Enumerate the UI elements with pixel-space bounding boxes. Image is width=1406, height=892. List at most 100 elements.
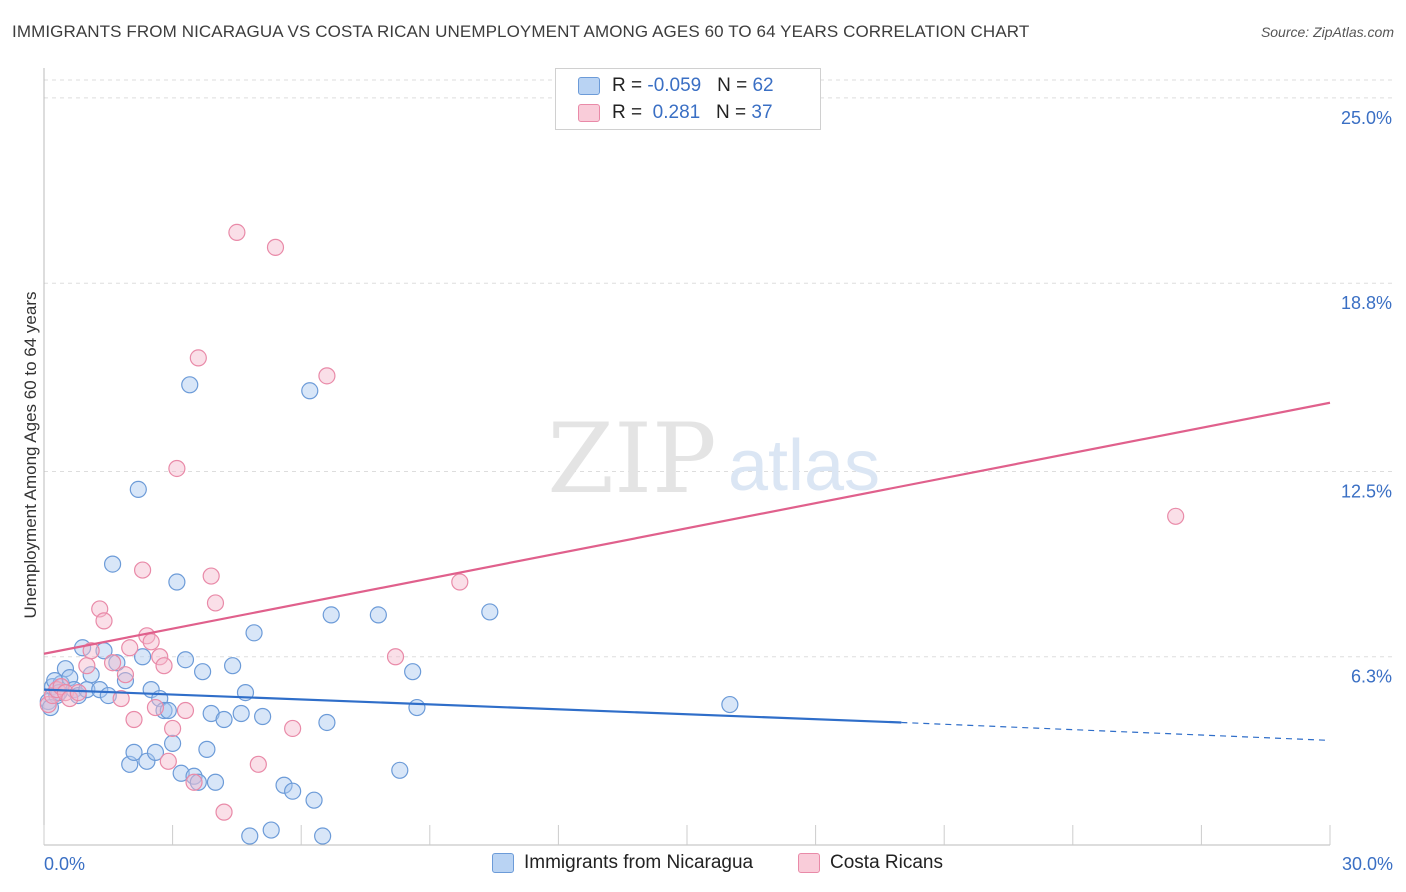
nicaragua-point [369, 606, 387, 624]
chart-title: IMMIGRANTS FROM NICARAGUA VS COSTA RICAN… [12, 22, 1030, 41]
nicaragua-point [241, 827, 259, 845]
source-credit: Source: ZipAtlas.com [1260, 24, 1394, 40]
nicaragua-point [189, 773, 207, 791]
series-legend: Immigrants from Nicaragua Costa Ricans [0, 852, 1406, 878]
r-label: R = [612, 102, 648, 123]
costa-rican-point [142, 633, 160, 651]
nicaragua-point [108, 654, 126, 672]
nicaragua-point [322, 606, 340, 624]
nicaragua-point [318, 713, 336, 732]
nicaragua-point [164, 734, 182, 752]
tick-labels: 6.3% 12.5% 18.8% 25.0% 0.0% 30.0% [44, 108, 1393, 874]
nicaragua-point [206, 773, 225, 791]
legend-swatch-pink [798, 853, 820, 873]
costa-rican-point [386, 648, 405, 666]
y-tick-label: 25.0% [1341, 108, 1392, 128]
costa-rican-point [103, 654, 122, 672]
x-tick-label: 0.0% [44, 854, 85, 874]
nicaragua-point [408, 698, 426, 717]
series-costa-ricans-points [39, 223, 1185, 821]
r-value: 0.281 [647, 102, 701, 123]
nicaragua-point [262, 821, 280, 839]
nicaragua-point [284, 782, 302, 800]
costa-rican-point [176, 701, 195, 720]
legend-swatch-blue [578, 77, 600, 95]
nicaragua-point [215, 710, 233, 729]
costa-rican-point [155, 657, 173, 675]
nicaragua-point [103, 555, 122, 573]
nicaragua-point [305, 791, 323, 809]
costa-rican-point [202, 567, 220, 585]
costa-rican-point [318, 367, 336, 385]
x-tick-label: 30.0% [1342, 854, 1393, 874]
costa-rican-point [249, 755, 267, 773]
nicaragua-point [133, 648, 152, 666]
costa-rican-point [164, 719, 182, 738]
costa-rican-point [121, 639, 139, 657]
nicaragua-point [125, 743, 143, 761]
costa-rican-point [69, 683, 87, 702]
costa-rican-point [116, 666, 135, 684]
nicaragua-point [301, 382, 319, 400]
nicaragua-point [91, 681, 109, 699]
y-tick-label: 6.3% [1351, 667, 1392, 687]
trend-lines [43, 401, 1331, 742]
costa-rican-point [95, 612, 113, 630]
nicaragua-point [254, 707, 272, 726]
nicaragua-point [314, 827, 332, 845]
costa-rican-point [266, 238, 285, 256]
costa-rican-point [189, 349, 207, 367]
n-label: N = [716, 102, 752, 123]
legend-item-costa-ricans[interactable]: Costa Ricans [798, 852, 943, 874]
grid-lines [44, 79, 1394, 658]
costa-rican-point [112, 689, 130, 708]
r-value: -0.059 [647, 75, 702, 96]
nicaragua-trend-extension [901, 721, 1331, 742]
y-axis-label: Unemployment Among Ages 60 to 64 years [21, 292, 40, 619]
nicaragua-point [116, 672, 135, 690]
legend-swatch-blue [492, 853, 514, 873]
costa-rican-point [133, 561, 152, 579]
nicaragua-point [198, 740, 216, 758]
nicaragua-point [138, 752, 156, 770]
costa-rican-point [82, 642, 100, 660]
nicaragua-point [168, 573, 186, 591]
nicaragua-trend-line [43, 688, 902, 724]
n-label: N = [717, 75, 753, 96]
costa-rican-point [168, 459, 186, 478]
r-label: R = [612, 75, 648, 96]
nicaragua-point [146, 743, 165, 761]
nicaragua-point [224, 657, 242, 675]
costa-rican-point [78, 657, 96, 675]
legend-item-nicaragua[interactable]: Immigrants from Nicaragua [492, 852, 753, 874]
nicaragua-point [82, 666, 100, 684]
correlation-legend: R = -0.059 N = 62 R = 0.281 N = 37 [555, 68, 821, 130]
nicaragua-point [159, 701, 177, 720]
nicaragua-point [194, 663, 212, 681]
nicaragua-point [129, 480, 147, 498]
costa-rican-point [215, 803, 233, 821]
nicaragua-point [721, 695, 739, 714]
nicaragua-point [275, 776, 293, 794]
y-tick-label: 12.5% [1341, 481, 1392, 501]
costa-rican-point [284, 719, 302, 738]
n-value: 62 [752, 75, 774, 96]
nicaragua-point [56, 660, 75, 678]
costa-rican-point [185, 773, 203, 791]
legend-swatch-pink [578, 104, 600, 122]
costa-rican-point [151, 648, 169, 666]
nicaragua-point [391, 761, 409, 779]
costa-rican-point [39, 695, 57, 714]
nicaragua-point [176, 651, 195, 669]
nicaragua-point [404, 663, 422, 681]
costa-rican-point [228, 223, 246, 242]
nicaragua-point [172, 764, 190, 782]
nicaragua-point [232, 704, 250, 723]
nicaragua-point [245, 624, 263, 642]
nicaragua-point [481, 603, 499, 621]
watermark-atlas: atlas [728, 426, 880, 506]
costa-rican-point [125, 710, 143, 729]
costa-rican-trend-line [43, 401, 1331, 655]
costa-rican-point [206, 594, 225, 612]
